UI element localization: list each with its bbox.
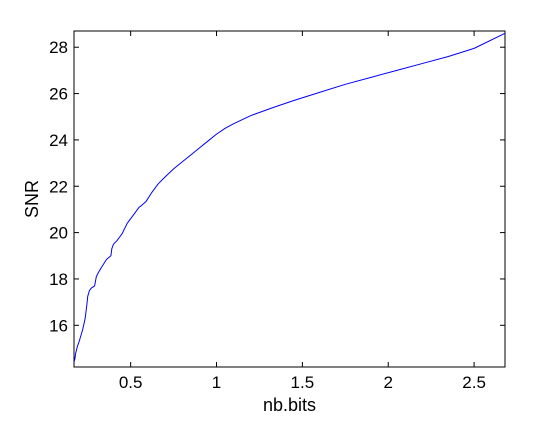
y-tick-label: 18 — [49, 270, 68, 289]
x-tick-label: 2.5 — [462, 373, 486, 392]
y-tick-label: 28 — [49, 38, 68, 57]
x-tick-label: 1.5 — [291, 373, 315, 392]
x-tick-label: 1 — [212, 373, 221, 392]
y-tick-label: 20 — [49, 224, 68, 243]
y-tick-label: 24 — [49, 131, 68, 150]
series-line-1 — [73, 32, 506, 363]
x-axis-label: nb.bits — [263, 395, 316, 415]
ticks-group: 0.5 1 1.5 2 2.5 16 18 20 22 24 26 28 — [49, 31, 505, 392]
series-group — [73, 32, 506, 363]
y-tick-label: 22 — [49, 177, 68, 196]
x-tick-label: 2 — [384, 373, 393, 392]
y-tick-label: 26 — [49, 85, 68, 104]
y-tick-label: 16 — [49, 316, 68, 335]
plot-area — [73, 30, 506, 368]
x-tick-label: 0.5 — [119, 373, 143, 392]
y-axis-label: SNR — [22, 180, 42, 218]
plot-area-group — [73, 30, 506, 368]
